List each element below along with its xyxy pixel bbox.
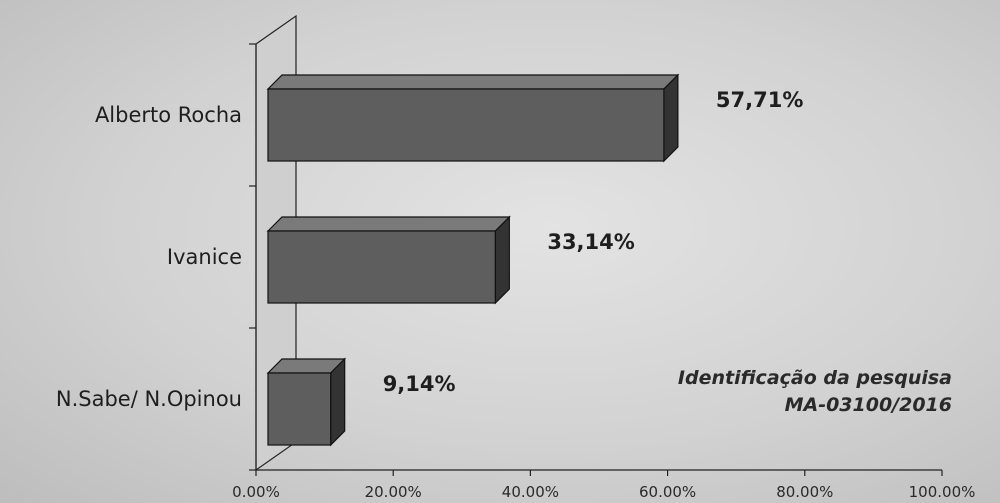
survey-identification-title: Identificação da pesquisa bbox=[677, 367, 952, 389]
x-tick-label: 100.00% bbox=[909, 483, 976, 501]
category-label: Ivanice bbox=[167, 245, 242, 269]
x-tick-label: 60.00% bbox=[639, 483, 696, 501]
bar-top-face bbox=[266, 216, 511, 232]
bar bbox=[267, 372, 332, 446]
category-label: N.Sabe/ N.Opinou bbox=[56, 387, 242, 411]
x-tick-label: 0.00% bbox=[232, 483, 280, 501]
bar bbox=[267, 230, 496, 304]
data-label: 57,71% bbox=[716, 88, 803, 112]
survey-identification: Identificação da pesquisa MA-03100/2016 bbox=[678, 365, 952, 419]
survey-identification-code: MA-03100/2016 bbox=[784, 394, 952, 416]
category-label: Alberto Rocha bbox=[95, 103, 242, 127]
data-label: 9,14% bbox=[383, 372, 456, 396]
bar-side-face bbox=[663, 73, 679, 163]
bar-top-face bbox=[266, 74, 680, 90]
bar-side-face bbox=[330, 357, 346, 447]
bar bbox=[267, 88, 665, 162]
data-label: 33,14% bbox=[547, 230, 634, 254]
x-tick-label: 20.00% bbox=[365, 483, 422, 501]
x-tick-label: 80.00% bbox=[776, 483, 833, 501]
bar-side-face bbox=[494, 215, 510, 305]
x-tick-label: 40.00% bbox=[502, 483, 559, 501]
